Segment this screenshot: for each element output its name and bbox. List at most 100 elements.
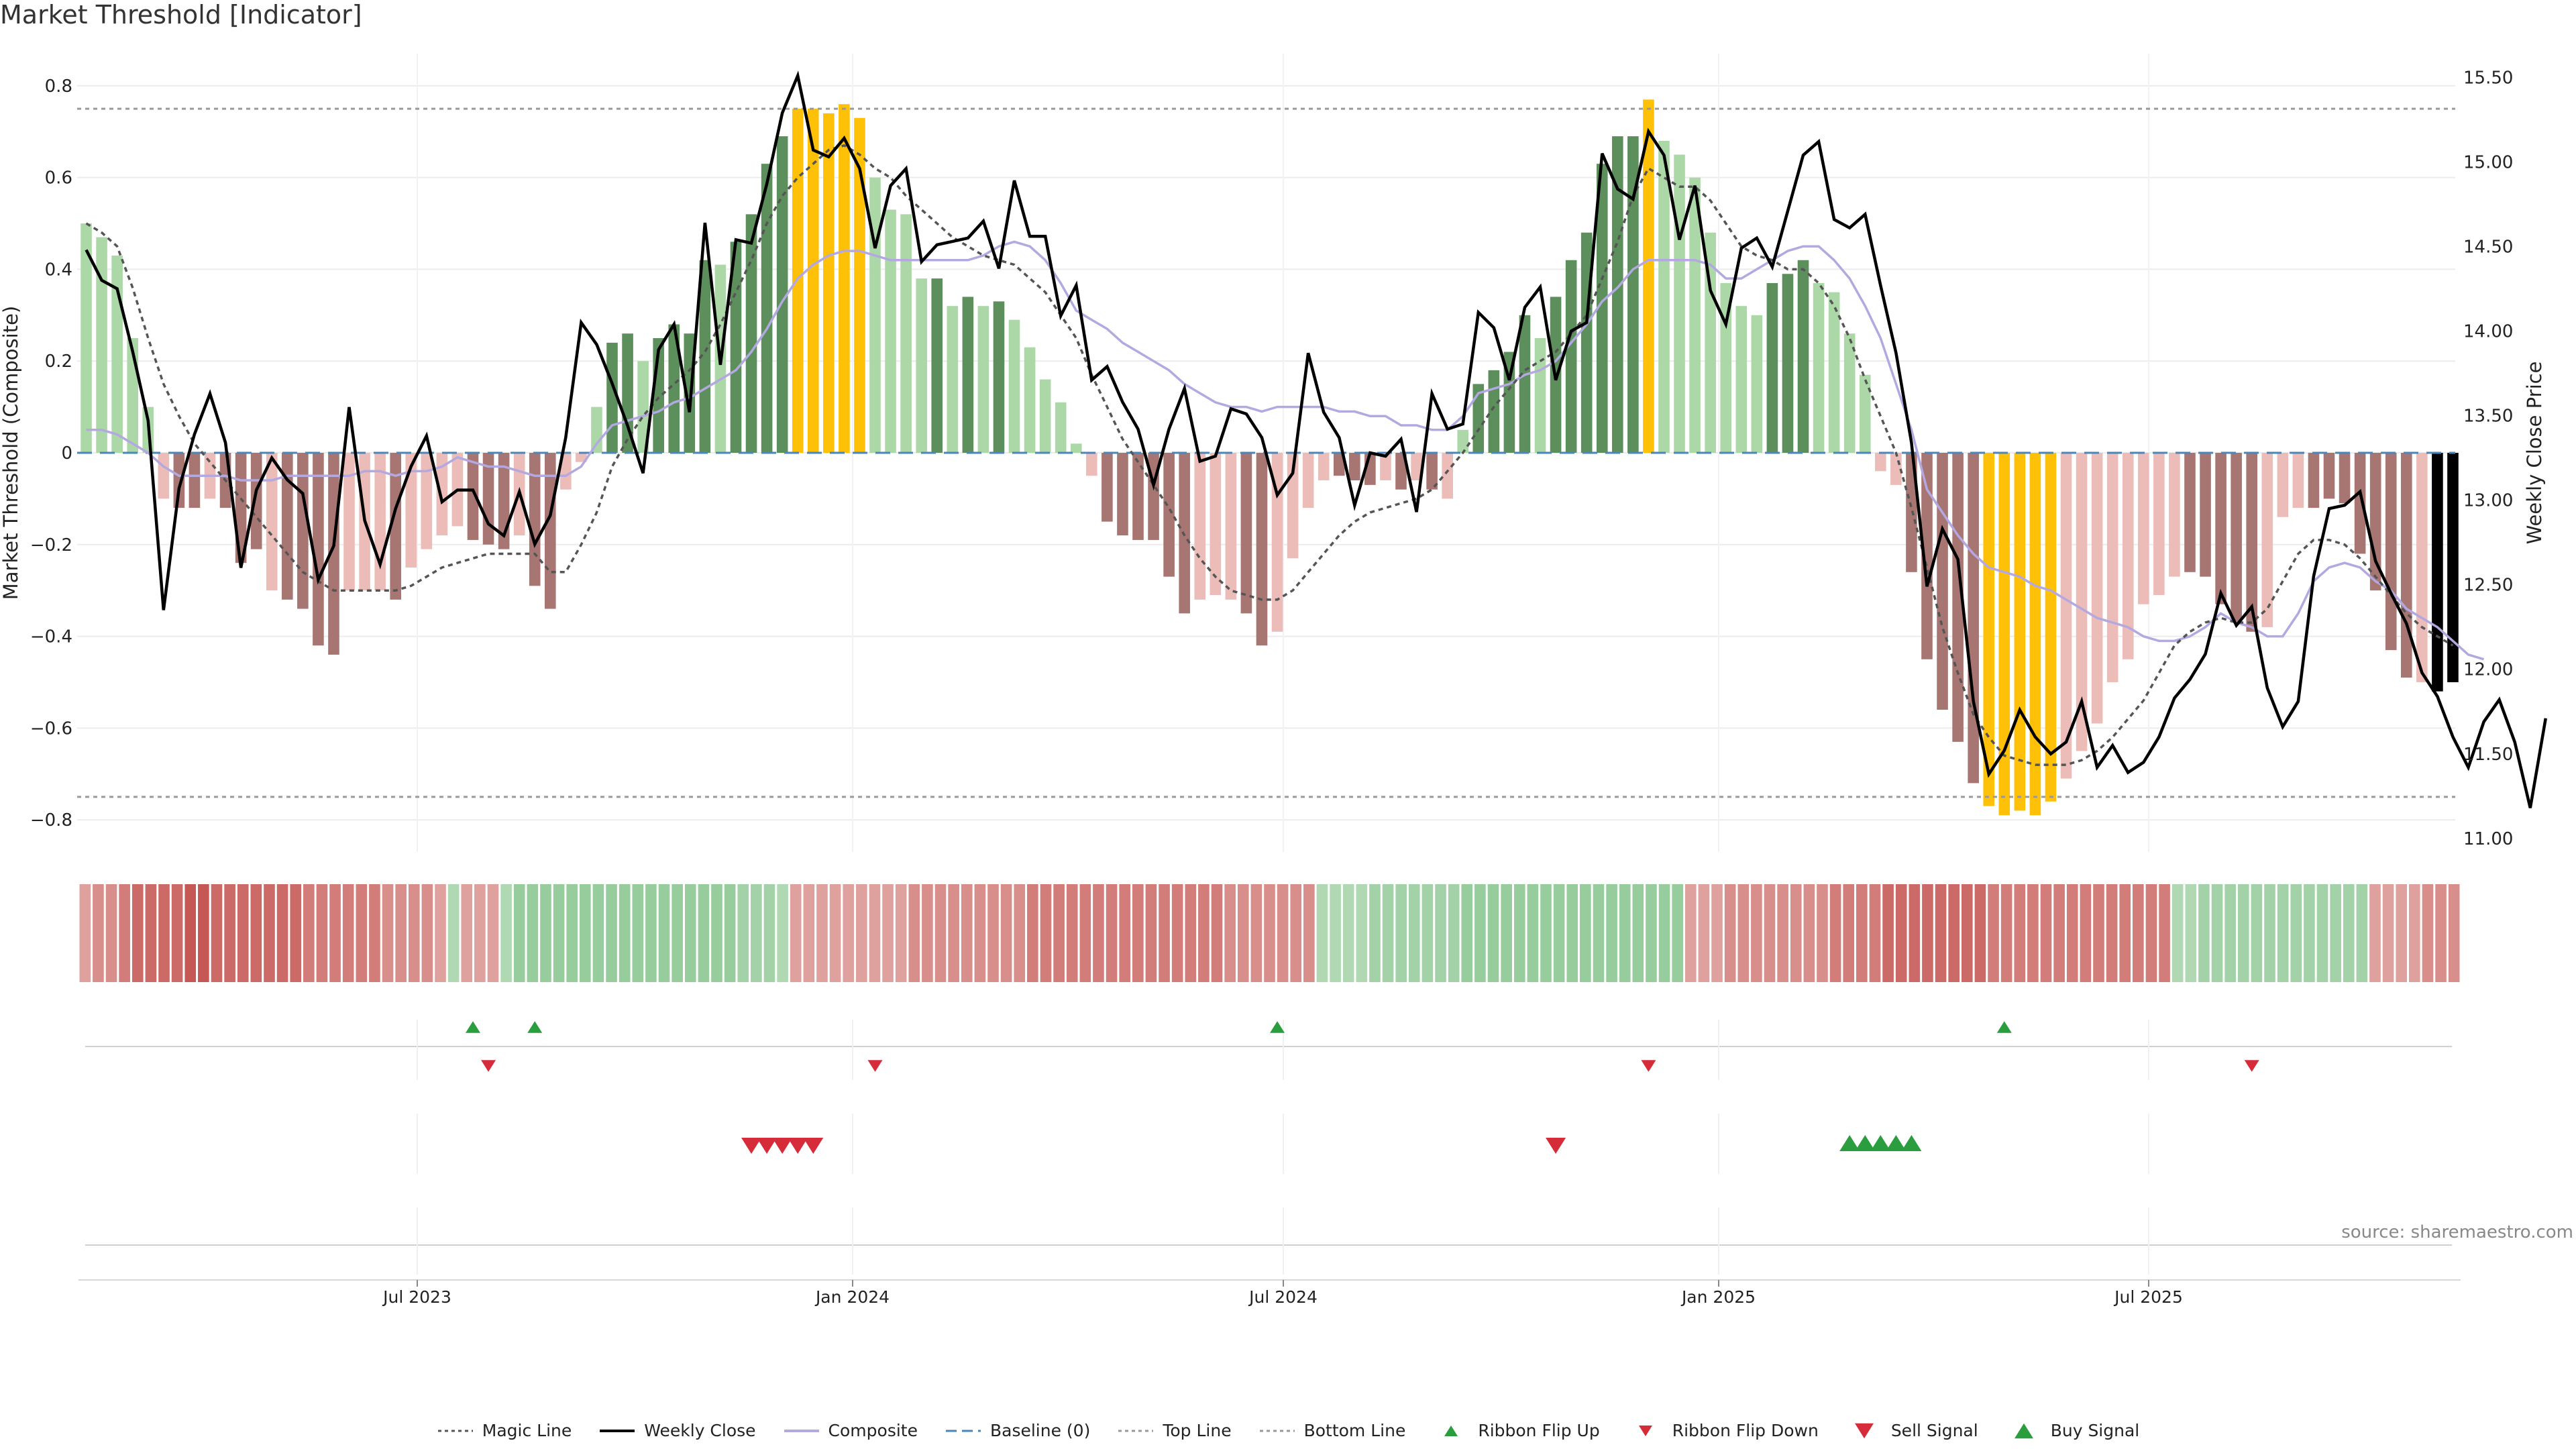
composite-bar <box>2323 453 2335 499</box>
ribbon-cell <box>1014 884 1026 982</box>
composite-bar <box>1797 260 1809 453</box>
ribbon-cell <box>1593 884 1605 982</box>
composite-bar <box>1039 379 1051 453</box>
composite-bar <box>1163 453 1175 577</box>
ribbon-cell <box>1487 884 1499 982</box>
ribbon-cell <box>131 884 144 982</box>
legend-label: Baseline (0) <box>989 1421 1091 1440</box>
ribbon-cell <box>1672 884 1683 982</box>
composite-bar <box>2076 453 2088 751</box>
ribbon-cell <box>751 884 762 982</box>
ribbon-cell <box>1790 884 1802 982</box>
composite-bar <box>1132 453 1144 540</box>
ribbon-cell <box>382 884 394 982</box>
ribbon-cell <box>513 884 525 982</box>
ribbon-cell <box>1421 884 1434 982</box>
ribbon-cell <box>1961 884 1973 982</box>
composite-bar <box>1210 453 1222 596</box>
ribbon-cell <box>1553 884 1565 982</box>
composite-bar <box>2215 453 2226 604</box>
sell-signal-marker <box>803 1138 824 1154</box>
legend-label: Bottom Line <box>1303 1421 1406 1440</box>
ribbon-cell <box>698 884 710 982</box>
ribbon-cell <box>487 884 499 982</box>
composite-bar <box>482 453 494 545</box>
ribbon-cell <box>961 884 973 982</box>
ribbon-cell <box>843 884 855 982</box>
ribbon-cell <box>1935 884 1947 982</box>
ribbon-cell <box>1632 884 1644 982</box>
ribbon-cell <box>1106 884 1118 982</box>
ribbon-cell <box>1566 884 1578 982</box>
ribbon-cell <box>290 884 302 982</box>
composite-bar <box>1411 453 1422 481</box>
ribbon-cell <box>895 884 907 982</box>
composite-bar <box>1782 274 1794 453</box>
ribbon-cell <box>93 884 104 982</box>
ribbon-cell <box>856 884 867 982</box>
ribbon-cell <box>1856 884 1868 982</box>
ribbon-cell <box>2304 884 2315 982</box>
composite-bar <box>1565 260 1577 453</box>
composite-bar <box>2432 453 2443 692</box>
composite-bar <box>1194 453 1206 600</box>
composite-bar <box>1488 370 1500 453</box>
composite-bars <box>80 99 2459 816</box>
composite-bar <box>1333 453 1345 476</box>
ribbon-cell <box>619 884 631 982</box>
ribbon-cell <box>1882 884 1894 982</box>
composite-bar <box>2169 453 2180 577</box>
y2-tick-label: 13.50 <box>2463 407 2513 427</box>
composite-bar <box>1117 453 1128 536</box>
ribbon-cell <box>1461 884 1473 982</box>
ribbon-flip-down-marker <box>867 1060 883 1072</box>
composite-bar <box>1318 453 1330 481</box>
composite-bar <box>2045 453 2057 802</box>
ribbon-cell <box>145 884 157 982</box>
ribbon-cell <box>421 884 433 982</box>
ribbon-cell <box>2066 884 2078 982</box>
x-tick-label: Jul 2025 <box>2113 1287 2183 1307</box>
ribbon-cell <box>1580 884 1591 982</box>
composite-bar <box>1302 453 1314 508</box>
ribbon-cell <box>1909 884 1921 982</box>
ribbon-cell <box>2435 884 2447 982</box>
ribbon-cell <box>342 884 354 982</box>
ribbon-cell <box>2133 884 2144 982</box>
ribbon-cell <box>1658 884 1670 982</box>
composite-bar <box>2153 453 2165 596</box>
ribbon-cell <box>461 884 473 982</box>
composite-line <box>86 240 2485 661</box>
composite-bar <box>931 278 943 453</box>
composite-bar <box>2369 453 2381 591</box>
ribbon-cell <box>1948 884 1960 982</box>
y-tick-label: 0.2 <box>45 352 72 372</box>
ribbon-cell <box>1342 884 1354 982</box>
ribbon-cell <box>1198 884 1210 982</box>
ribbon-cell <box>2198 884 2210 982</box>
ribbon-cell <box>711 884 722 982</box>
legend-swatch-icon <box>1118 1430 1154 1432</box>
ribbon-cell <box>224 884 235 982</box>
ribbon-cell <box>2027 884 2039 982</box>
composite-bar <box>2277 453 2289 517</box>
legend-swatch-icon <box>1259 1430 1295 1432</box>
source-note: source: sharemaestro.com <box>2341 1222 2573 1242</box>
composite-bar <box>2091 453 2103 724</box>
ribbon-cell <box>1040 884 1052 982</box>
ribbon-cell <box>1066 884 1078 982</box>
composite-bar <box>1240 453 1252 614</box>
ribbon-cell <box>527 884 539 982</box>
ribbon-cell <box>1408 884 1420 982</box>
ribbon-flip-up-marker <box>527 1021 543 1033</box>
ribbon-cell <box>737 884 749 982</box>
composite-bar <box>2184 453 2196 572</box>
legend-item: Ribbon Flip Up <box>1432 1421 1600 1440</box>
ribbon-flip-up-marker <box>465 1021 480 1033</box>
y-axis-title: Market Threshold (Composite) <box>0 306 22 600</box>
legend-swatch-icon <box>945 1430 981 1432</box>
legend-label: Composite <box>828 1421 918 1440</box>
composite-bar <box>1843 333 1856 453</box>
ribbon-cell <box>158 884 170 982</box>
